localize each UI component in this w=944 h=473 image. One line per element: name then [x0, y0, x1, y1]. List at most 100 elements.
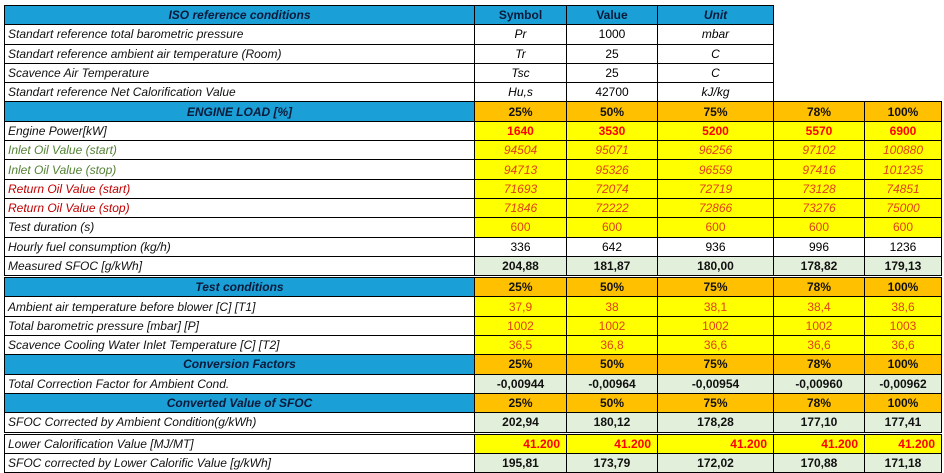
unit-cell[interactable]: kJ/kg [657, 82, 774, 103]
value-cell[interactable]: 642 [566, 236, 658, 257]
row-label[interactable]: Standart reference Net Calorification Va… [4, 82, 475, 103]
value-cell[interactable]: 173,79 [566, 452, 658, 473]
value-cell[interactable]: 41.200 [474, 432, 567, 454]
value-cell[interactable]: 177,10 [773, 412, 865, 435]
value-cell[interactable]: 170,88 [773, 452, 865, 473]
value-cell[interactable]: 600 [474, 217, 567, 238]
value-cell[interactable]: 172,02 [657, 452, 774, 473]
value-cell[interactable]: 72074 [566, 178, 658, 199]
value-cell[interactable]: 1002 [566, 315, 658, 337]
symbol-cell[interactable]: Pr [474, 24, 567, 45]
value-cell[interactable]: 177,41 [864, 412, 942, 435]
value-cell[interactable]: 1000 [566, 24, 658, 45]
value-cell[interactable]: 72222 [566, 197, 658, 219]
value-cell[interactable]: 71693 [474, 178, 567, 199]
value-cell[interactable]: 171,18 [864, 452, 942, 473]
row-label[interactable]: Lower Calorification Value [MJ/MT] [4, 432, 475, 454]
value-cell[interactable]: 37,9 [474, 296, 567, 317]
row-label[interactable]: Total barometric pressure [mbar] [P] [4, 315, 475, 337]
value-cell[interactable]: 195,81 [474, 452, 567, 473]
value-cell[interactable]: -0,00962 [864, 373, 942, 394]
symbol-cell[interactable]: Tr [474, 43, 567, 64]
value-cell[interactable]: 94713 [474, 159, 567, 180]
value-cell[interactable]: 1002 [474, 315, 567, 337]
symbol-cell[interactable]: Hu,s [474, 82, 567, 103]
value-cell[interactable]: 96559 [657, 159, 774, 180]
value-cell[interactable]: 41.200 [864, 432, 942, 454]
value-cell[interactable]: 178,28 [657, 412, 774, 435]
value-cell[interactable]: 72866 [657, 197, 774, 219]
value-cell[interactable]: 41.200 [773, 432, 865, 454]
value-cell[interactable]: 72719 [657, 178, 774, 199]
value-cell[interactable]: 71846 [474, 197, 567, 219]
row-label[interactable]: Inlet Oil Value (start) [4, 140, 475, 161]
unit-cell[interactable]: mbar [657, 24, 774, 45]
value-cell[interactable]: -0,00964 [566, 373, 658, 394]
row-label[interactable]: Standart reference total barometric pres… [4, 24, 475, 45]
value-cell[interactable]: 41.200 [657, 432, 774, 454]
value-cell[interactable]: 36,8 [566, 335, 658, 356]
value-cell[interactable]: 181,87 [566, 255, 658, 279]
value-cell[interactable]: 5200 [657, 120, 774, 142]
row-label[interactable]: Return Oil Value (stop) [4, 197, 475, 219]
value-cell[interactable]: 41.200 [566, 432, 658, 454]
row-label[interactable]: Measured SFOC [g/kWh] [4, 255, 475, 279]
row-label[interactable]: Scavence Cooling Water Inlet Temperature… [4, 335, 475, 356]
value-cell[interactable]: 73128 [773, 178, 865, 199]
value-cell[interactable]: 25 [566, 62, 658, 84]
value-cell[interactable]: 6900 [864, 120, 942, 142]
value-cell[interactable]: 97102 [773, 140, 865, 161]
value-cell[interactable]: 96256 [657, 140, 774, 161]
value-cell[interactable]: 600 [566, 217, 658, 238]
row-label[interactable]: SFOC Corrected by Ambient Condition(g/kW… [4, 412, 475, 435]
row-label[interactable]: Return Oil Value (start) [4, 178, 475, 199]
value-cell[interactable]: 73276 [773, 197, 865, 219]
value-cell[interactable]: 97416 [773, 159, 865, 180]
value-cell[interactable]: 38,4 [773, 296, 865, 317]
value-cell[interactable]: 36,6 [657, 335, 774, 356]
value-cell[interactable]: 1236 [864, 236, 942, 257]
value-cell[interactable]: 180,00 [657, 255, 774, 279]
value-cell[interactable]: 94504 [474, 140, 567, 161]
row-label[interactable]: Ambient air temperature before blower [C… [4, 296, 475, 317]
row-label[interactable]: Standart reference ambient air temperatu… [4, 43, 475, 64]
value-cell[interactable]: 1002 [657, 315, 774, 337]
value-cell[interactable]: 5570 [773, 120, 865, 142]
symbol-cell[interactable]: Tsc [474, 62, 567, 84]
value-cell[interactable]: 101235 [864, 159, 942, 180]
value-cell[interactable]: 179,13 [864, 255, 942, 279]
value-cell[interactable]: 38 [566, 296, 658, 317]
value-cell[interactable]: -0,00954 [657, 373, 774, 394]
value-cell[interactable]: 180,12 [566, 412, 658, 435]
row-label[interactable]: Inlet Oil Value (stop) [4, 159, 475, 180]
value-cell[interactable]: 36,6 [864, 335, 942, 356]
row-label[interactable]: Scavence Air Temperature [4, 62, 475, 84]
value-cell[interactable]: 42700 [566, 82, 658, 103]
value-cell[interactable]: 202,94 [474, 412, 567, 435]
unit-cell[interactable]: C [657, 43, 774, 64]
value-cell[interactable]: -0,00960 [773, 373, 865, 394]
value-cell[interactable]: 95071 [566, 140, 658, 161]
value-cell[interactable]: 1002 [773, 315, 865, 337]
row-label[interactable]: SFOC corrected by Lower Calorific Value … [4, 452, 475, 473]
value-cell[interactable]: 3530 [566, 120, 658, 142]
value-cell[interactable]: 178,82 [773, 255, 865, 279]
row-label[interactable]: Hourly fuel consumption (kg/h) [4, 236, 475, 257]
unit-cell[interactable]: C [657, 62, 774, 84]
row-label[interactable]: Test duration (s) [4, 217, 475, 238]
value-cell[interactable]: 1003 [864, 315, 942, 337]
value-cell[interactable]: 75000 [864, 197, 942, 219]
value-cell[interactable]: 600 [864, 217, 942, 238]
value-cell[interactable]: 74851 [864, 178, 942, 199]
row-label[interactable]: Total Correction Factor for Ambient Cond… [4, 373, 475, 394]
value-cell[interactable]: 336 [474, 236, 567, 257]
value-cell[interactable]: 600 [657, 217, 774, 238]
value-cell[interactable]: 600 [773, 217, 865, 238]
value-cell[interactable]: -0,00944 [474, 373, 567, 394]
value-cell[interactable]: 38,6 [864, 296, 942, 317]
value-cell[interactable]: 1640 [474, 120, 567, 142]
value-cell[interactable]: 36,6 [773, 335, 865, 356]
value-cell[interactable]: 38,1 [657, 296, 774, 317]
value-cell[interactable]: 204,88 [474, 255, 567, 279]
value-cell[interactable]: 95326 [566, 159, 658, 180]
